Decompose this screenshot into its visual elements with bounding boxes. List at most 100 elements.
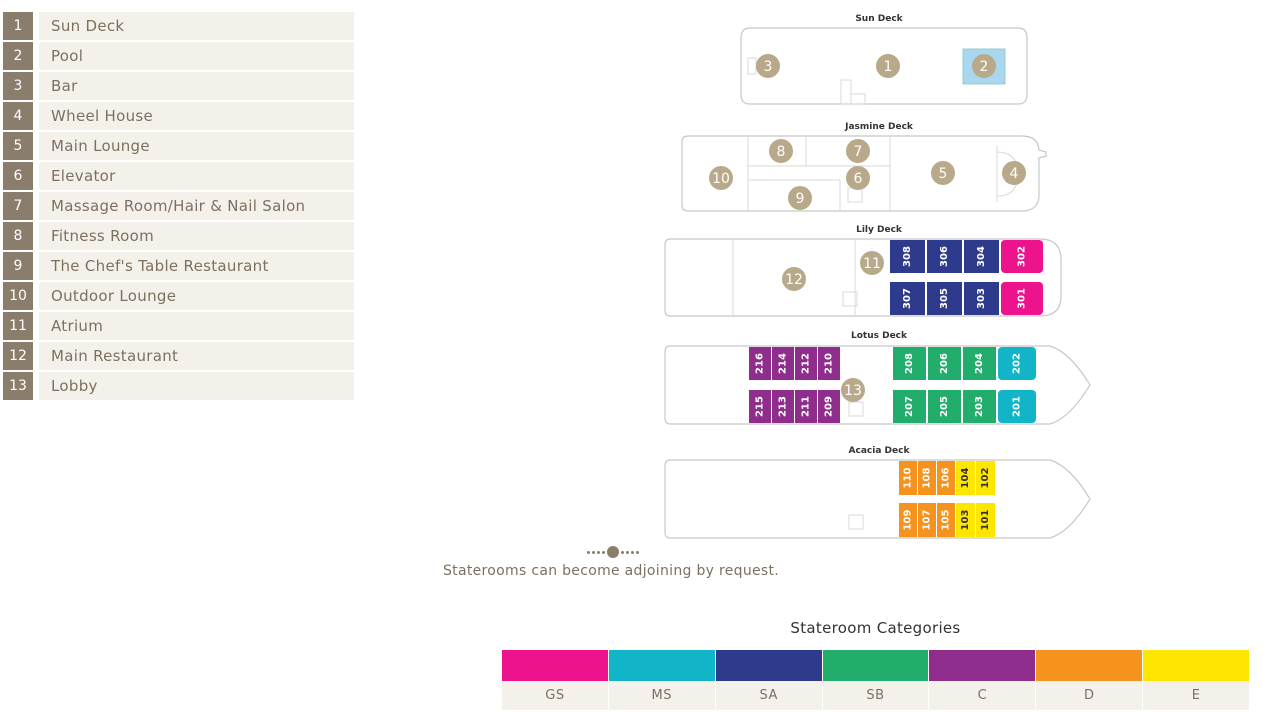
stateroom-110[interactable]: 110 bbox=[899, 461, 917, 495]
stateroom-201[interactable]: 201 bbox=[998, 390, 1036, 423]
legend-number: 3 bbox=[3, 72, 33, 100]
stateroom-304[interactable]: 304 bbox=[964, 240, 999, 273]
lotus-staterooms: 216 214 212 210 208 206 204 202 215 213 211 209 207 2… bbox=[749, 347, 1036, 423]
stateroom-number: 216 bbox=[755, 353, 766, 374]
stateroom-305[interactable]: 305 bbox=[927, 282, 962, 315]
legend-item: 6 Elevator bbox=[3, 162, 354, 190]
stateroom-215[interactable]: 215 bbox=[749, 390, 771, 423]
legend-number: 5 bbox=[3, 132, 33, 160]
stateroom-number: 105 bbox=[941, 510, 952, 531]
jasmine-deck-title: Jasmine Deck bbox=[844, 122, 914, 132]
stateroom-number: 108 bbox=[922, 468, 933, 489]
stateroom-206[interactable]: 206 bbox=[928, 347, 961, 380]
legend-label: Sun Deck bbox=[39, 12, 354, 40]
legend-label: Wheel House bbox=[39, 102, 354, 130]
pagination-dot[interactable] bbox=[597, 550, 600, 554]
stateroom-202[interactable]: 202 bbox=[998, 347, 1036, 380]
stateroom-306[interactable]: 306 bbox=[927, 240, 962, 273]
stateroom-108[interactable]: 108 bbox=[918, 461, 936, 495]
stateroom-number: 304 bbox=[976, 246, 987, 267]
stateroom-number: 203 bbox=[974, 396, 985, 417]
marker-6: 6 bbox=[846, 166, 870, 190]
legend-number: 9 bbox=[3, 252, 33, 280]
pagination-dot[interactable] bbox=[587, 550, 590, 554]
legend-item: 13 Lobby bbox=[3, 372, 354, 400]
stateroom-208[interactable]: 208 bbox=[893, 347, 926, 380]
legend-label: Outdoor Lounge bbox=[39, 282, 354, 310]
legend-label: Elevator bbox=[39, 162, 354, 190]
svg-text:1: 1 bbox=[884, 59, 893, 75]
category-label: SB bbox=[822, 681, 929, 710]
pagination-dot[interactable] bbox=[631, 550, 634, 554]
deck-plan: Sun Deck Jasmine Deck Lily Deck 308 306 30… bbox=[664, 14, 1091, 539]
marker-5: 5 bbox=[931, 161, 955, 185]
stateroom-205[interactable]: 205 bbox=[928, 390, 961, 423]
legend-label: Main Restaurant bbox=[39, 342, 354, 370]
stateroom-213[interactable]: 213 bbox=[772, 390, 794, 423]
stateroom-number: 110 bbox=[903, 468, 914, 489]
stateroom-number: 212 bbox=[801, 353, 812, 374]
stateroom-104[interactable]: 104 bbox=[956, 461, 975, 495]
pagination-dot-active[interactable] bbox=[607, 546, 619, 558]
category-label: SA bbox=[715, 681, 822, 710]
category-swatch bbox=[1036, 650, 1143, 681]
legend-item: 11 Atrium bbox=[3, 312, 354, 340]
lotus-deck-title: Lotus Deck bbox=[851, 331, 908, 341]
stateroom-212[interactable]: 212 bbox=[795, 347, 817, 380]
stateroom-209[interactable]: 209 bbox=[818, 390, 840, 423]
stateroom-303[interactable]: 303 bbox=[964, 282, 999, 315]
lily-deck-title: Lily Deck bbox=[856, 225, 903, 235]
stateroom-216[interactable]: 216 bbox=[749, 347, 771, 380]
stateroom-204[interactable]: 204 bbox=[963, 347, 996, 380]
stateroom-302[interactable]: 302 bbox=[1001, 240, 1043, 273]
stateroom-109[interactable]: 109 bbox=[899, 503, 917, 537]
stateroom-number: 206 bbox=[939, 353, 950, 374]
stateroom-203[interactable]: 203 bbox=[963, 390, 996, 423]
category-swatch bbox=[929, 650, 1036, 681]
stateroom-number: 308 bbox=[902, 246, 913, 267]
stateroom-101[interactable]: 101 bbox=[976, 503, 995, 537]
category-swatch bbox=[715, 650, 822, 681]
pagination-dot[interactable] bbox=[626, 550, 629, 554]
stateroom-102[interactable]: 102 bbox=[976, 461, 995, 495]
pagination-dot[interactable] bbox=[621, 550, 624, 554]
category-swatch bbox=[822, 650, 929, 681]
pagination-dot[interactable] bbox=[602, 550, 605, 554]
legend-item: 10 Outdoor Lounge bbox=[3, 282, 354, 310]
marker-1: 1 bbox=[876, 54, 900, 78]
stateroom-214[interactable]: 214 bbox=[772, 347, 794, 380]
stateroom-105[interactable]: 105 bbox=[937, 503, 955, 537]
svg-text:4: 4 bbox=[1010, 166, 1019, 182]
stateroom-211[interactable]: 211 bbox=[795, 390, 817, 423]
svg-text:3: 3 bbox=[764, 59, 773, 75]
marker-8: 8 bbox=[769, 139, 793, 163]
marker-12: 12 bbox=[782, 267, 806, 291]
stateroom-number: 208 bbox=[904, 353, 915, 374]
stateroom-207[interactable]: 207 bbox=[893, 390, 926, 423]
svg-text:9: 9 bbox=[796, 191, 805, 207]
stateroom-307[interactable]: 307 bbox=[890, 282, 925, 315]
legend-item: 9 The Chef's Table Restaurant bbox=[3, 252, 354, 280]
sun-deck-title: Sun Deck bbox=[855, 14, 903, 24]
stateroom-107[interactable]: 107 bbox=[918, 503, 936, 537]
pagination-dot[interactable] bbox=[636, 550, 639, 554]
stateroom-301[interactable]: 301 bbox=[1001, 282, 1043, 315]
legend-number: 2 bbox=[3, 42, 33, 70]
stateroom-308[interactable]: 308 bbox=[890, 240, 925, 273]
stateroom-categories: GS MS SA SB C D E bbox=[502, 650, 1250, 710]
stateroom-number: 209 bbox=[824, 396, 835, 417]
stateroom-103[interactable]: 103 bbox=[956, 503, 975, 537]
stateroom-106[interactable]: 106 bbox=[937, 461, 955, 495]
marker-10: 10 bbox=[709, 166, 733, 190]
legend-label: Fitness Room bbox=[39, 222, 354, 250]
legend-number: 10 bbox=[3, 282, 33, 310]
category-label: C bbox=[929, 681, 1036, 710]
marker-7: 7 bbox=[846, 139, 870, 163]
legend-number: 12 bbox=[3, 342, 33, 370]
pagination-dot[interactable] bbox=[592, 550, 595, 554]
stateroom-210[interactable]: 210 bbox=[818, 347, 840, 380]
stateroom-number: 102 bbox=[980, 468, 991, 489]
marker-9: 9 bbox=[788, 186, 812, 210]
category-d: D bbox=[1036, 650, 1143, 710]
stateroom-number: 215 bbox=[755, 396, 766, 417]
